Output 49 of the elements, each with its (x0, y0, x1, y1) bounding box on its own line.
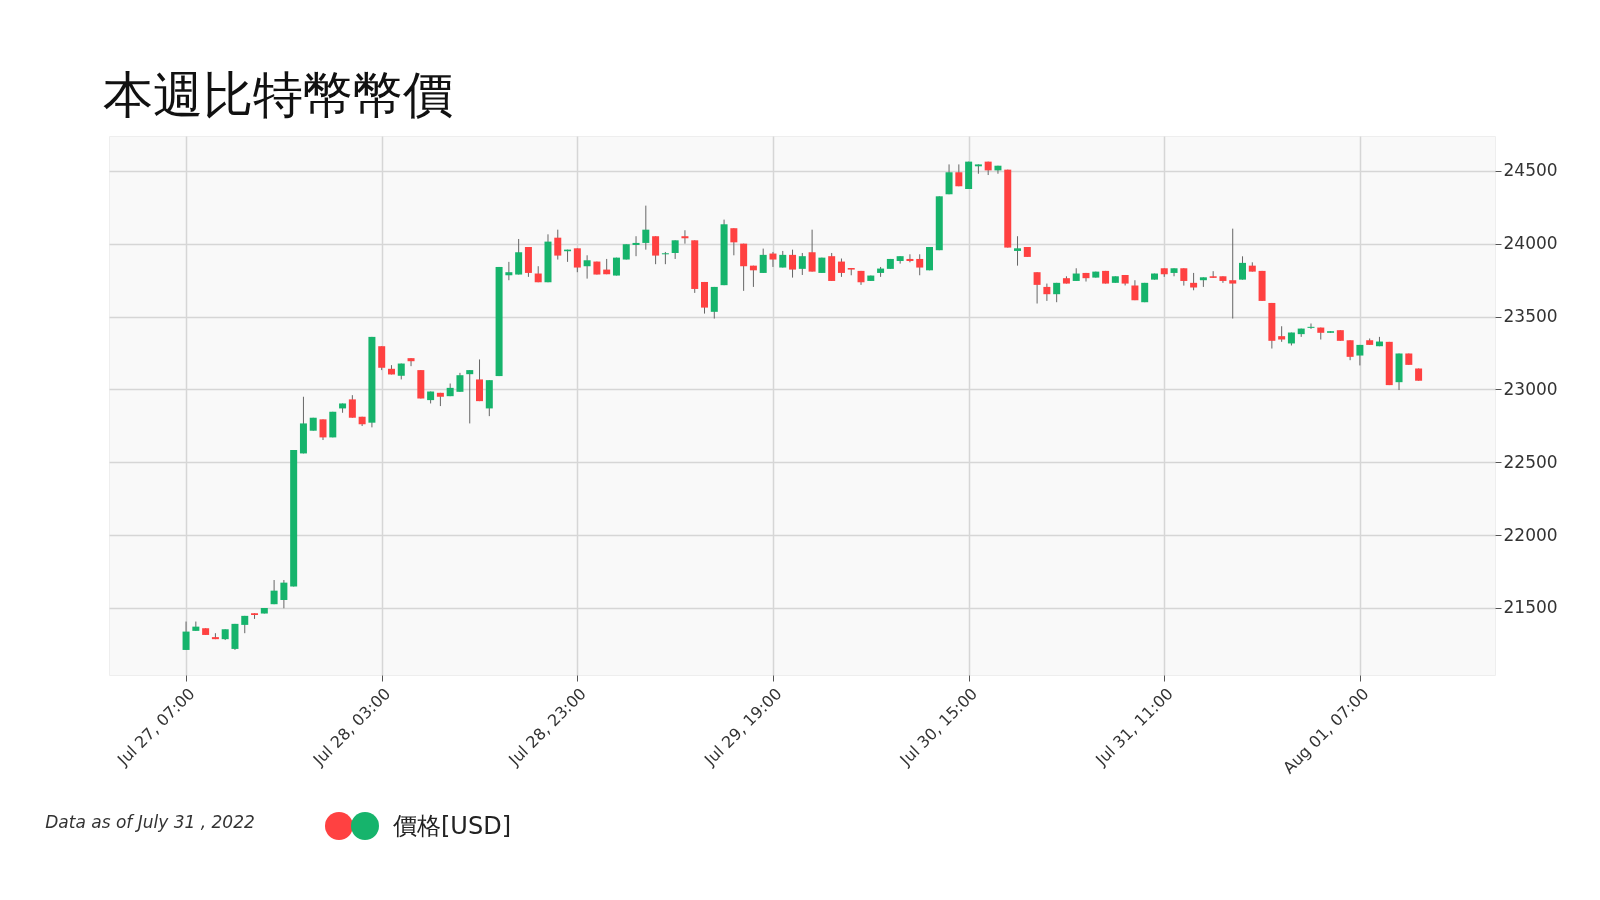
candlestick (652, 235, 660, 265)
candlestick (573, 247, 581, 273)
candlestick (1043, 283, 1051, 302)
candlestick (1014, 235, 1022, 267)
candlestick (808, 229, 816, 273)
candlestick (642, 205, 650, 251)
text: Data as of July 31 , 2022 (44, 812, 256, 832)
candlestick (681, 229, 689, 245)
y-tick-label: 23500 (1503, 306, 1558, 327)
candlestick (906, 253, 914, 263)
candlestick (456, 372, 464, 393)
candlestick (1229, 228, 1237, 320)
candlestick (280, 579, 288, 609)
legend-label: 價格[USD] (393, 811, 512, 842)
chart-title: 本週比特幣幣價 (103, 66, 453, 124)
candlestick (515, 238, 523, 276)
y-tick-label: 23000 (1503, 378, 1558, 399)
y-tick-label: 21500 (1503, 597, 1558, 618)
candlestick (319, 418, 327, 441)
candlestick (837, 258, 845, 278)
y-tick-label: 22500 (1503, 451, 1558, 472)
candlestick (407, 357, 415, 367)
candlestick (798, 252, 806, 276)
candlestick (740, 243, 748, 292)
candlestick (759, 248, 767, 274)
candlestick (1346, 339, 1354, 361)
y-tick-label: 24500 (1503, 160, 1558, 181)
candlestick (661, 251, 669, 265)
candlestick (1307, 322, 1315, 330)
candlestick (671, 239, 679, 260)
candlestick (554, 229, 562, 261)
candlestick (916, 253, 924, 276)
candlestick (769, 251, 777, 268)
candlestick (476, 358, 484, 402)
candlestick (182, 621, 190, 651)
candlestick (789, 249, 797, 279)
candlestick (1033, 271, 1041, 305)
candlestick (730, 227, 738, 256)
candlestick (1239, 255, 1247, 281)
candlestick (270, 579, 278, 605)
candlestick (505, 261, 513, 281)
candlestick (466, 369, 474, 424)
candlestick (348, 394, 356, 419)
candlestick (583, 254, 591, 280)
y-tick-label: 22000 (1503, 524, 1558, 545)
candlestick (632, 235, 640, 257)
candlestick (378, 345, 386, 371)
y-tick-label: 24000 (1503, 233, 1558, 254)
candlestick (945, 163, 953, 195)
